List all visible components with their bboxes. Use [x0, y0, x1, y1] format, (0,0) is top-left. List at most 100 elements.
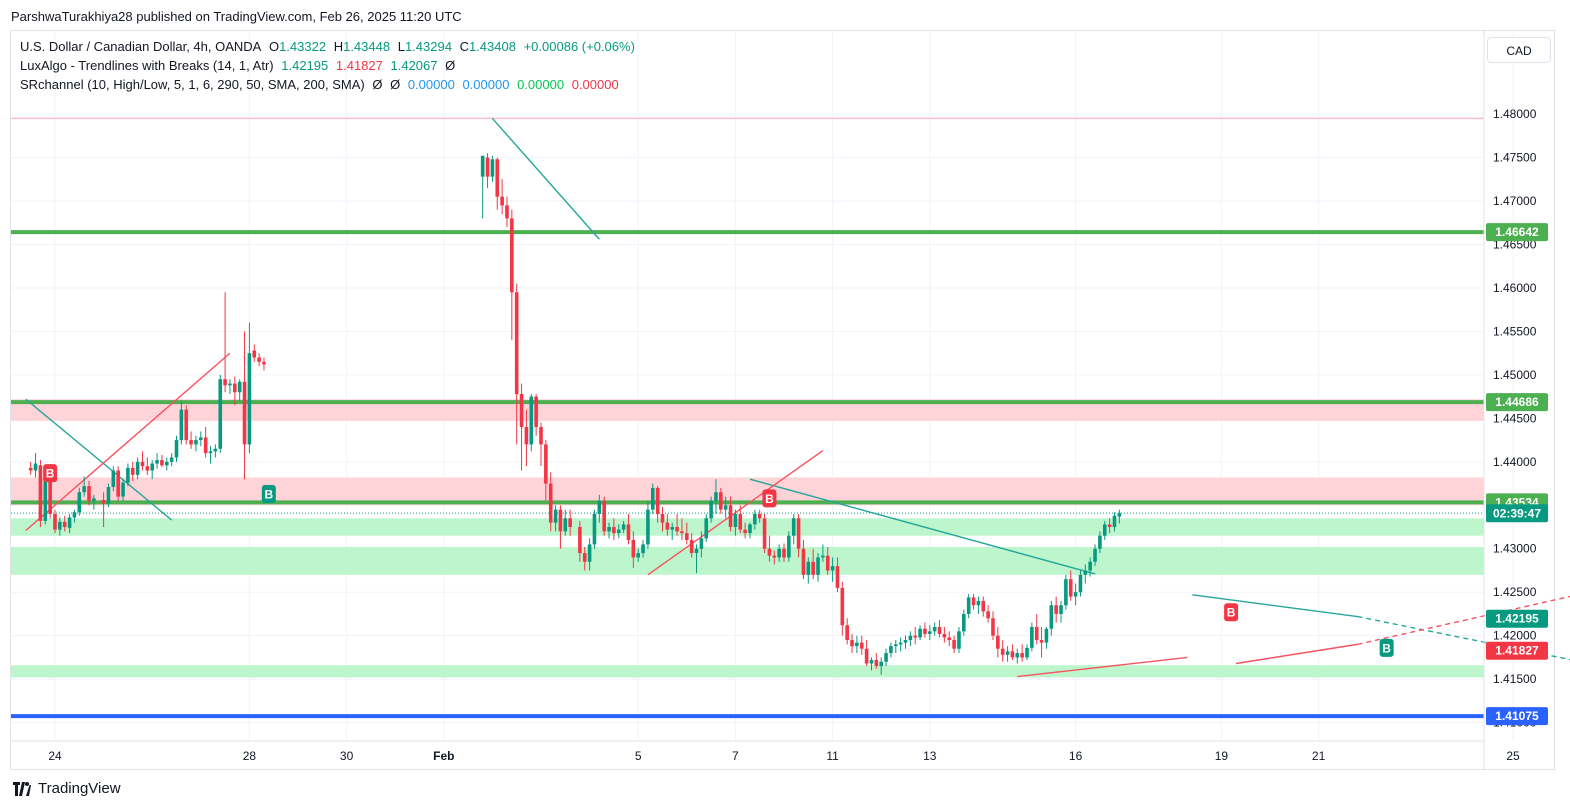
candle-body [510, 218, 514, 293]
candle-body [981, 600, 986, 612]
time-axis-tick-label[interactable]: 24 [48, 749, 62, 763]
legend-high-value: 1.43448 [343, 39, 391, 54]
sr-zone-resistance [11, 399, 1484, 421]
price-axis-tick-label[interactable]: 1.42000 [1493, 629, 1537, 643]
candle-body [514, 292, 519, 395]
candle-body [850, 640, 854, 647]
tradingview-logo-icon [13, 781, 31, 796]
trendline [1192, 594, 1358, 618]
candle-body [738, 513, 743, 530]
break-marker-label: B [265, 487, 274, 501]
currency-button[interactable]: CAD [1487, 37, 1551, 63]
brand-name: TradingView [38, 780, 121, 797]
time-axis-tick-label[interactable]: 30 [340, 749, 354, 763]
candle-body [621, 524, 626, 530]
price-axis-badge[interactable] [1486, 609, 1548, 628]
candle-body [874, 660, 879, 667]
legend-high: H1.43448 [334, 39, 390, 54]
candle-body [840, 587, 845, 626]
candle-body [791, 518, 796, 536]
candle-body [699, 538, 704, 549]
candle-body [33, 463, 38, 471]
candle-body [587, 544, 592, 562]
break-marker [43, 464, 58, 483]
candle-body [208, 451, 213, 454]
candle-body [636, 553, 640, 558]
candle-body [67, 517, 72, 528]
candle-body [1112, 515, 1117, 528]
candle-body [155, 460, 159, 464]
candle-body [811, 561, 815, 575]
legend-indicator-luxalgo[interactable]: LuxAlgo - Trendlines with Breaks (14, 1,… [20, 58, 459, 73]
price-axis-badge-label: 1.46642 [1495, 225, 1539, 239]
legend-symbol-row[interactable]: U.S. Dollar / Canadian Dollar, 4h, OANDA… [20, 39, 639, 54]
time-axis-tick-label[interactable]: 5 [635, 749, 642, 763]
candle-body [694, 548, 699, 554]
candle-body [1107, 524, 1112, 528]
candle-body [548, 483, 553, 523]
candle-body [845, 625, 849, 641]
price-axis-badge[interactable] [1486, 504, 1548, 523]
time-axis-tick-label[interactable]: 11 [826, 749, 839, 763]
time-axis-tick-label[interactable]: 28 [243, 749, 257, 763]
candle-body [714, 492, 718, 501]
time-axis-tick-label[interactable]: 19 [1215, 749, 1229, 763]
break-marker [261, 484, 276, 503]
candle-body [942, 633, 947, 638]
price-axis-tick-label[interactable]: 1.42500 [1493, 585, 1537, 599]
price-axis-tick-label[interactable]: 1.46000 [1493, 281, 1537, 295]
tradingview-brand[interactable]: TradingView [12, 780, 121, 797]
time-axis-tick-label[interactable]: 21 [1312, 749, 1326, 763]
time-axis-tick-label[interactable]: 13 [923, 749, 937, 763]
candle-body [1010, 651, 1015, 658]
legend-indicator-srchannel[interactable]: SRchannel (10, High/Low, 5, 1, 6, 290, 5… [20, 77, 623, 92]
price-axis-tick-label[interactable]: 1.44000 [1493, 455, 1537, 469]
price-axis-tick-label[interactable]: 1.41500 [1493, 672, 1537, 686]
time-axis-tick-label[interactable]: 7 [732, 749, 739, 763]
candle-body [558, 509, 563, 532]
candle-body [524, 427, 529, 445]
candle-body [568, 518, 572, 528]
price-axis-badge[interactable] [1486, 223, 1548, 242]
candle-body [184, 409, 189, 441]
legend-close: C1.43408 [460, 39, 516, 54]
candle-body [743, 529, 747, 534]
candle-body [553, 509, 558, 523]
candle-body [898, 642, 903, 645]
price-axis-tick-label[interactable]: 1.48000 [1493, 107, 1537, 121]
price-axis-tick-label[interactable]: 1.45000 [1493, 368, 1537, 382]
candle-body [616, 529, 621, 534]
candle-body [529, 396, 534, 445]
candle-body [1044, 628, 1049, 643]
time-axis-tick-label[interactable]: 16 [1069, 749, 1083, 763]
candle-body [490, 159, 495, 177]
price-axis-badge[interactable] [1486, 641, 1548, 660]
price-axis-tick-label[interactable]: 1.44500 [1493, 411, 1537, 425]
candle-body [772, 555, 777, 558]
candle-body [174, 440, 179, 458]
price-axis-tick-label[interactable]: 1.47000 [1493, 194, 1537, 208]
price-axis-tick-label[interactable]: 1.43000 [1493, 542, 1537, 556]
candle-body [675, 527, 679, 532]
price-axis-badge[interactable] [1486, 707, 1548, 726]
candle-body [247, 353, 252, 445]
time-axis-tick-label[interactable]: 25 [1506, 749, 1520, 763]
candle-body [748, 524, 752, 534]
price-axis-tick-label[interactable]: 1.45500 [1493, 324, 1537, 338]
time-axis-tick-label[interactable]: Feb [433, 749, 454, 763]
candle-body [72, 512, 77, 518]
indicator1-value-1: 1.42195 [281, 58, 329, 73]
indicator2-symbol-2: Ø [390, 77, 401, 92]
candle-body [957, 631, 961, 649]
candle-body [106, 487, 111, 504]
candle-body [485, 157, 490, 177]
candle-body [223, 379, 227, 386]
candle-body [719, 492, 723, 510]
candle-body [709, 500, 713, 519]
candle-body [179, 409, 184, 441]
candle-body [1064, 579, 1068, 606]
candle-body [169, 457, 174, 462]
price-axis-tick-label[interactable]: 1.47500 [1493, 151, 1537, 165]
price-axis-badge[interactable] [1486, 393, 1548, 412]
